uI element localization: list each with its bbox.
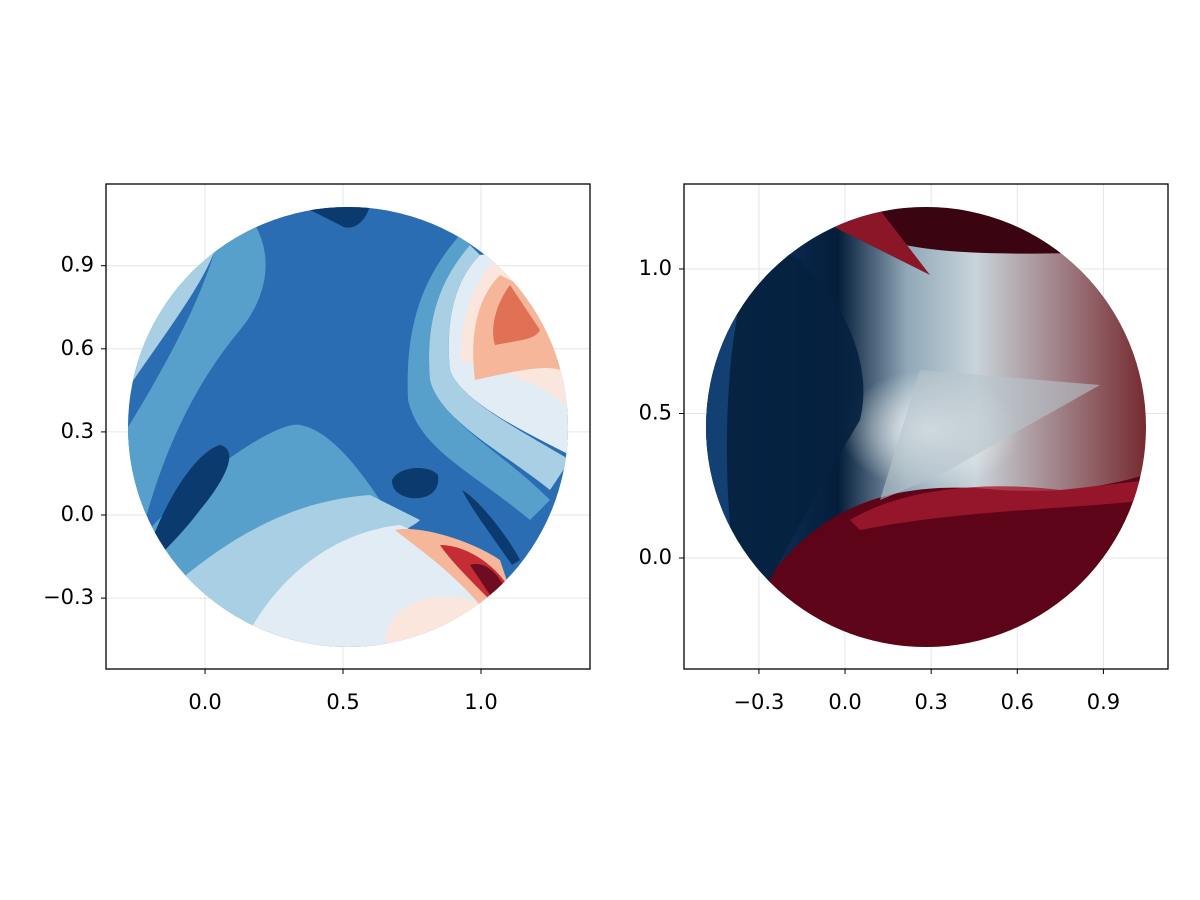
axes-frame	[683, 183, 1169, 670]
y-tick-label: −0.3	[43, 585, 94, 609]
axes: 0.0 0.5 1.0 −0.3 0.0 0.3 0.6 0.9 −0.3 0.0 0.3 0.6 0.…	[43, 183, 1169, 714]
x-tick-label: 0.6	[1001, 690, 1034, 714]
axes-frame	[105, 183, 591, 670]
x-tick-label: 0.0	[188, 690, 221, 714]
x-tick-label: 0.9	[1087, 690, 1120, 714]
x-tick-label: 0.3	[914, 690, 947, 714]
x-tick-label: −0.3	[733, 690, 784, 714]
x-tick-label: 1.0	[464, 690, 497, 714]
y-tick-label: 0.6	[61, 336, 94, 360]
y-tick-label: 0.0	[61, 502, 94, 526]
x-tick-label: 0.5	[326, 690, 359, 714]
y-tick-label: 0.5	[639, 400, 672, 424]
y-tick-label: 1.0	[639, 256, 672, 280]
y-tick-label: 0.3	[61, 419, 94, 443]
y-tick-label: 0.9	[61, 253, 94, 277]
x-tick-label: 0.0	[828, 690, 861, 714]
y-tick-label: 0.0	[639, 545, 672, 569]
contour-field	[128, 207, 568, 647]
